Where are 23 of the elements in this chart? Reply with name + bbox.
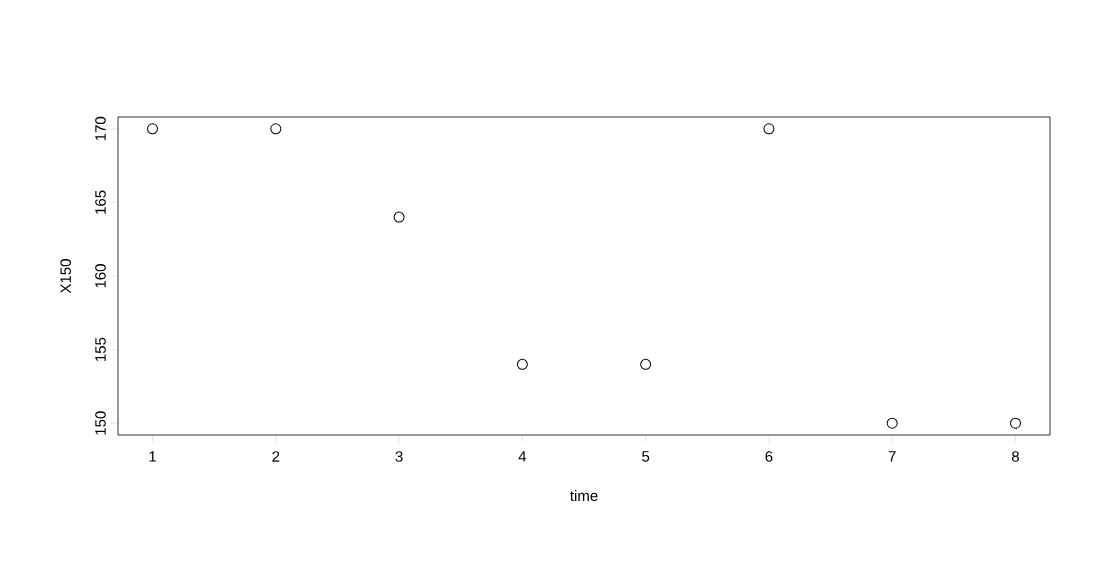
point bbox=[763, 123, 775, 135]
x-tick-label: 5 bbox=[642, 451, 650, 462]
point bbox=[640, 358, 652, 370]
x-tick-label: 6 bbox=[765, 451, 773, 462]
y-tick-label: 155 bbox=[95, 337, 106, 361]
y-tick-label: 160 bbox=[95, 264, 106, 288]
y-tick-label: 150 bbox=[95, 411, 106, 435]
point bbox=[393, 211, 405, 223]
x-tick-label: 3 bbox=[395, 451, 403, 462]
x-axis-title: time bbox=[570, 490, 598, 502]
x-tick-label: 2 bbox=[272, 451, 280, 462]
y-tick-label: 170 bbox=[95, 116, 106, 141]
point bbox=[270, 123, 282, 135]
point bbox=[886, 417, 898, 429]
point bbox=[147, 123, 159, 135]
y-tick-label: 165 bbox=[95, 190, 106, 214]
x-tick-label: 7 bbox=[888, 451, 896, 462]
x-tick-label: 8 bbox=[1011, 451, 1019, 462]
x-tick-label: 1 bbox=[149, 451, 156, 462]
x-tick-label: 4 bbox=[518, 451, 527, 462]
point bbox=[1009, 417, 1021, 429]
point bbox=[516, 358, 528, 370]
y-axis-title: X150 bbox=[60, 259, 71, 294]
